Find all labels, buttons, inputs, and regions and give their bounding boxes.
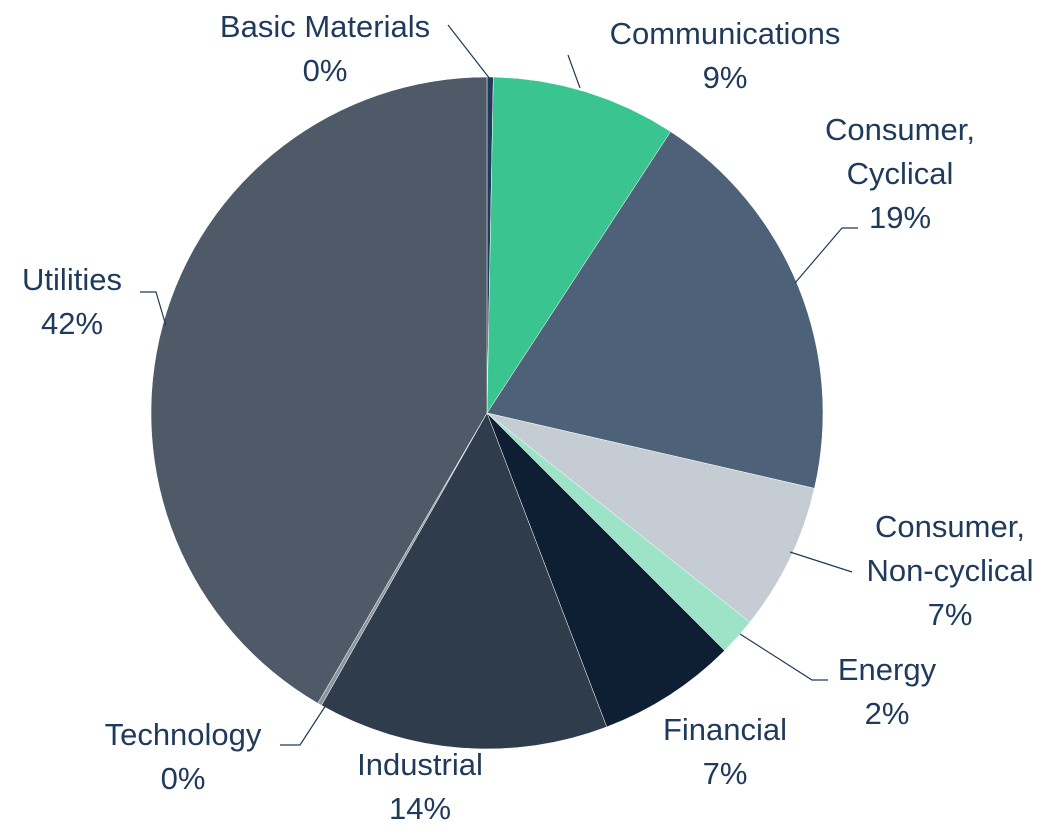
leader-line <box>447 24 491 80</box>
value-label: 14% <box>388 791 452 826</box>
pie-slice <box>486 412 725 728</box>
value-label: 42% <box>40 306 104 341</box>
pie-slice <box>486 131 824 489</box>
leader-line <box>140 291 167 327</box>
category-label: Consumer, Non-cyclical <box>866 509 1034 588</box>
value-label: 7% <box>927 597 973 632</box>
category-label: Basic Materials <box>219 9 431 44</box>
category-label: Energy <box>837 652 937 687</box>
data-label: Consumer, Cyclical 19% <box>805 108 995 240</box>
leader-line <box>567 54 581 89</box>
leader-line <box>789 551 853 573</box>
data-label: Consumer, Non-cyclical 7% <box>848 505 1053 637</box>
data-label: Industrial 14% <box>357 743 483 831</box>
pie-slice <box>486 76 671 414</box>
pie-slice <box>486 412 815 623</box>
value-label: 2% <box>864 696 910 731</box>
data-label: Financial 7% <box>663 708 787 796</box>
category-label: Consumer, Cyclical <box>825 112 975 191</box>
value-label: 9% <box>702 60 748 95</box>
leader-line <box>739 633 828 681</box>
leader-line <box>794 227 858 284</box>
category-label: Technology <box>104 717 262 752</box>
value-label: 19% <box>868 200 932 235</box>
data-label: Technology 0% <box>105 713 262 801</box>
value-label: 7% <box>702 756 748 791</box>
data-label: Basic Materials 0% <box>220 5 430 93</box>
data-label: Energy 2% <box>838 648 936 736</box>
pie-slice <box>321 412 608 750</box>
category-label: Industrial <box>357 747 483 782</box>
category-label: Communications <box>609 16 841 51</box>
data-label: Communications 9% <box>610 12 841 100</box>
pie-slice <box>150 76 488 704</box>
category-label: Financial <box>662 712 788 747</box>
data-label: Utilities 42% <box>22 258 122 346</box>
value-label: 0% <box>160 761 206 796</box>
leader-line <box>280 704 327 746</box>
value-label: 0% <box>302 53 348 88</box>
category-label: Utilities <box>22 262 122 297</box>
